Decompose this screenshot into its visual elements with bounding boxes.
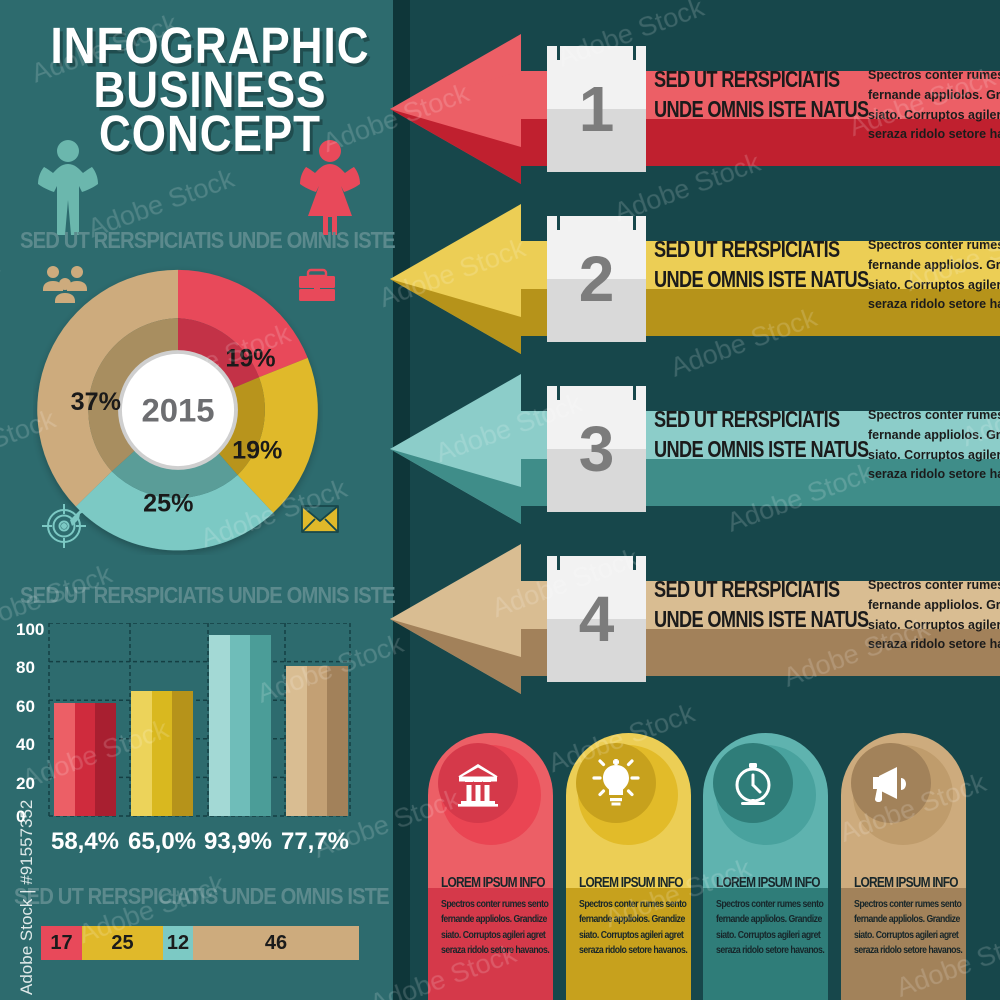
svg-text:2015: 2015 <box>141 392 214 429</box>
svg-text:19%: 19% <box>225 345 275 373</box>
svg-text:25%: 25% <box>143 490 193 518</box>
svg-text:19%: 19% <box>232 436 282 464</box>
svg-text:37%: 37% <box>71 388 121 416</box>
